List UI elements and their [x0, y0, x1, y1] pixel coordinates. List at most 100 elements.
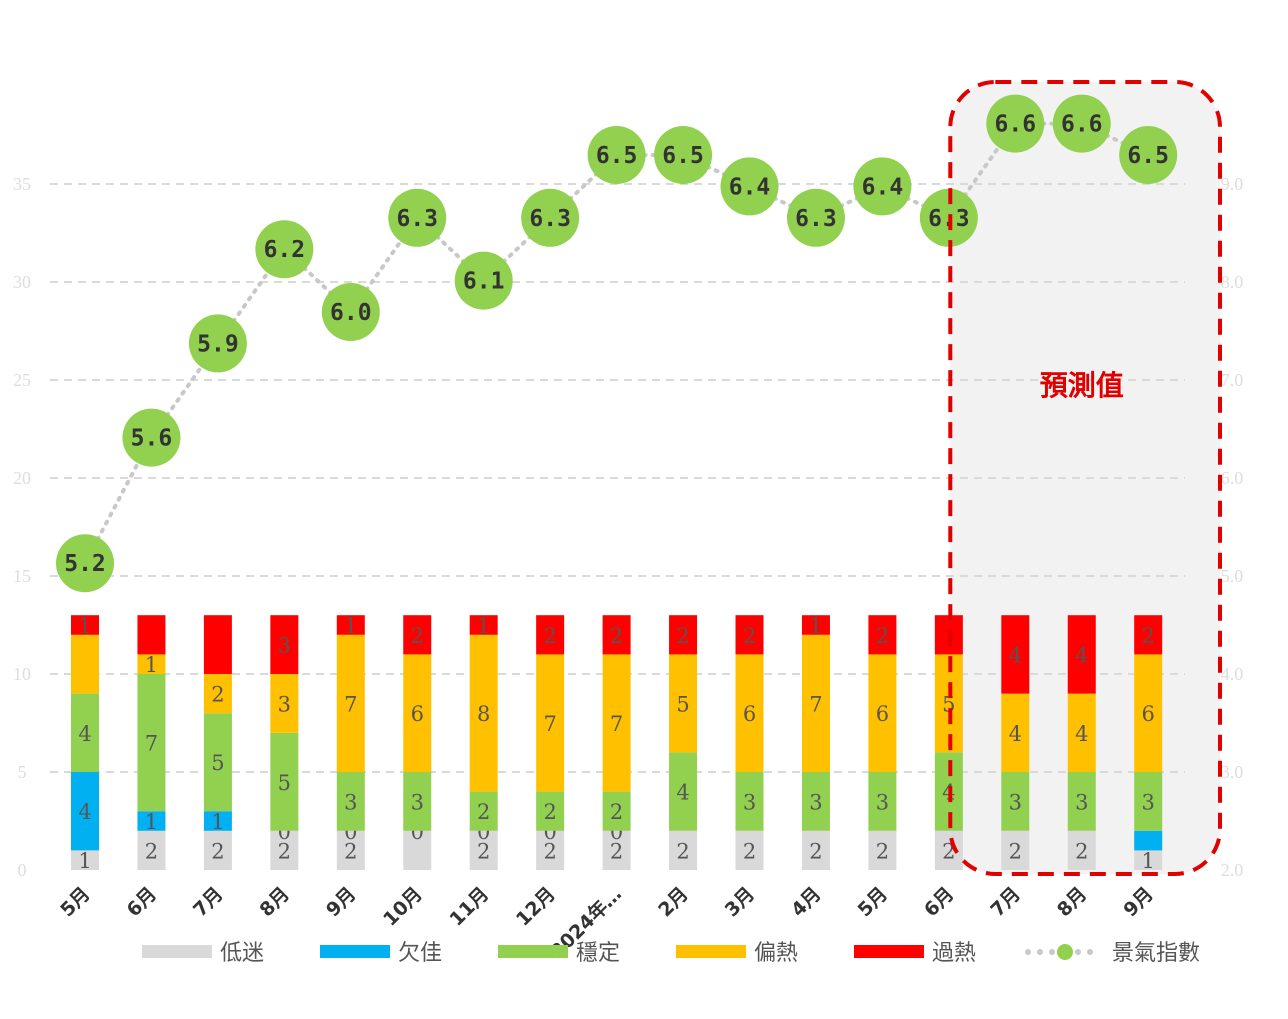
legend-swatch — [854, 945, 924, 958]
bar-segment — [71, 693, 99, 772]
bar-segment — [1134, 850, 1163, 870]
index-line-segment — [481, 215, 553, 283]
stacked-bars: 1441217121522053320371036220281202722027… — [71, 614, 1163, 873]
bar-segment — [203, 713, 232, 812]
bar-segment-label: 1 — [78, 614, 91, 638]
bar-segment-label: 3 — [278, 634, 291, 658]
bar-segment-label: 2 — [411, 624, 424, 648]
bar-segment — [203, 811, 232, 831]
bar-segment-label: 2 — [743, 839, 756, 863]
bar-segment — [203, 674, 232, 714]
bar-segment-label: 3 — [278, 692, 291, 716]
bar-segment-label: 5 — [278, 771, 291, 795]
x-tick-label: 11月 — [446, 883, 494, 931]
bar-segment-label: 2 — [743, 624, 756, 648]
legend-label: 穩定 — [576, 941, 620, 966]
x-tick-label: 6月 — [123, 883, 161, 921]
bar-segment — [602, 654, 631, 792]
bar-segment-label: 3 — [1009, 790, 1022, 814]
bar-segment — [469, 791, 498, 831]
bar-segment — [602, 830, 631, 870]
bar-segment — [270, 674, 299, 733]
index-bubble — [521, 188, 580, 247]
bar-segment-label: 2 — [211, 839, 224, 863]
bar-segment — [801, 830, 830, 870]
index-bubble-label: 6.5 — [1127, 143, 1169, 169]
index-bubble — [720, 157, 779, 216]
bar-segment-label: 4 — [676, 781, 689, 805]
legend-line-dot — [1025, 949, 1031, 955]
legend-label: 景氣指數 — [1112, 941, 1200, 966]
bar-segment — [336, 615, 365, 635]
legend-label: 過熱 — [932, 941, 976, 966]
bar-segment-label: 3 — [809, 790, 822, 814]
bar-segment-label: 3 — [411, 790, 424, 814]
bar-segment-label: 2 — [876, 839, 889, 863]
bar-segment — [71, 850, 99, 870]
index-bubble — [255, 220, 314, 279]
bar-segment — [934, 830, 963, 870]
index-line-segment — [282, 247, 353, 314]
bar-segment-label: 1 — [809, 614, 822, 638]
bar-segment-label: 1 — [145, 810, 158, 834]
index-bubble — [56, 534, 114, 593]
bar-segment-label: 4 — [78, 722, 91, 746]
bar-segment-label: 3 — [1075, 790, 1088, 814]
bar-segment-label: 2 — [1009, 839, 1022, 863]
index-bubble — [321, 283, 380, 341]
bar-segment-label: 2 — [610, 800, 623, 824]
y-tick-right: 7.0 — [1221, 370, 1244, 390]
legend-line-dot — [1037, 949, 1043, 955]
x-tick-label: 5月 — [56, 883, 94, 921]
bar-segment — [1001, 693, 1030, 772]
y-tick-right: 9.0 — [1221, 174, 1244, 194]
y-tick-right: 4.0 — [1221, 664, 1244, 684]
bar-segment — [868, 615, 897, 655]
bar-segment-label: 8 — [477, 702, 490, 726]
bar-segment — [403, 654, 432, 772]
x-tick-label: 9月 — [322, 883, 360, 921]
bar-segment-label: 6 — [876, 702, 889, 726]
y-tick-left: 35 — [13, 174, 31, 194]
bar-segment — [868, 772, 897, 831]
index-bubbles: 5.2 5.6 5.9 6.2 6.0 6.3 6.1 6.3 6.5 6.5 6.4 6.3 6.4 6… — [56, 94, 1178, 593]
bar-segment — [669, 615, 698, 655]
bar-segment — [735, 615, 764, 655]
legend-line-marker — [1057, 944, 1073, 960]
bar-segment — [536, 791, 565, 831]
y-tick-right: 8.0 — [1221, 272, 1244, 292]
legend-label: 偏熱 — [754, 941, 798, 966]
x-tick-label: 8月 — [1053, 883, 1091, 921]
bar-segment — [1067, 830, 1096, 870]
legend-line-dot — [1049, 949, 1055, 955]
bar-segment — [336, 634, 365, 772]
bar-segment-label: 4 — [1009, 643, 1022, 667]
bar-segment — [536, 654, 565, 792]
bar-segment — [735, 654, 764, 772]
bar-segment — [1001, 615, 1030, 694]
legend-swatch — [142, 945, 212, 958]
bar-segment-label: 7 — [145, 732, 158, 756]
bar-segment — [1001, 772, 1030, 831]
bar-segment — [270, 615, 299, 674]
bar-segment — [403, 830, 432, 870]
bar-segment — [1134, 615, 1163, 655]
bar-segment-label: 2 — [278, 839, 291, 863]
index-bubble-label: 6.4 — [862, 174, 904, 200]
bar-segment — [1134, 654, 1163, 772]
forecast-border — [948, 80, 1222, 876]
bar-segment-label: 2 — [543, 839, 556, 863]
bar-segment — [669, 752, 698, 831]
bar-segment-label: 2 — [543, 800, 556, 824]
bar-segment — [71, 615, 99, 635]
x-tick-label: 5月 — [854, 883, 892, 921]
bar-segment-label: 4 — [78, 800, 91, 824]
bar-segment — [469, 830, 498, 870]
bar-segment-label: 7 — [809, 692, 822, 716]
bar-segment-label: 4 — [1075, 643, 1088, 667]
bar-segment-label: 6 — [1142, 702, 1155, 726]
index-bubble-label: 5.2 — [64, 551, 106, 577]
bar-segment-label: 3 — [344, 790, 357, 814]
legend-label: 低迷 — [220, 941, 264, 966]
bar-segment-label: 3 — [1142, 790, 1155, 814]
